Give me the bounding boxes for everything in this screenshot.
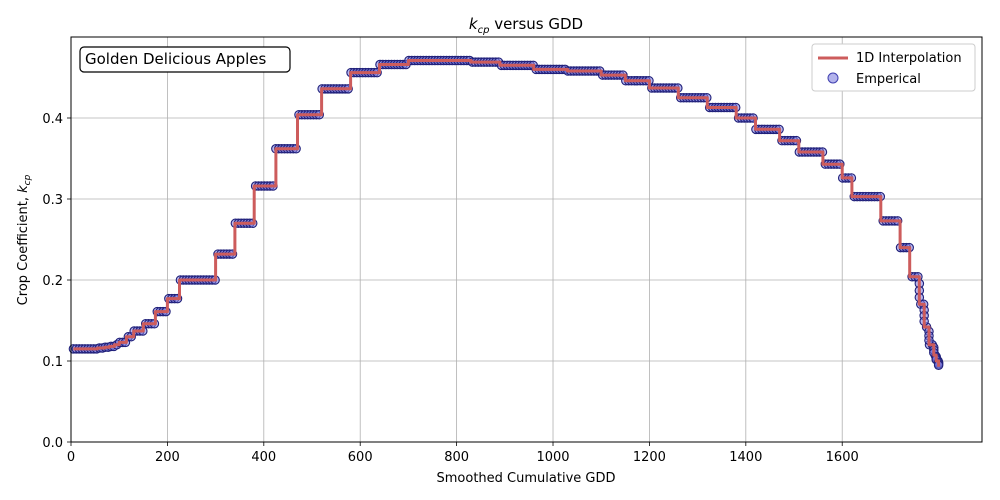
x-tick-label: 1000 (536, 450, 569, 465)
interpolation-line-series (73, 59, 941, 367)
x-tick-label: 800 (444, 450, 469, 465)
legend-label-interpolation: 1D Interpolation (856, 51, 962, 66)
x-tick-label: 400 (251, 450, 276, 465)
annotation-box: Golden Delicious Apples (79, 46, 291, 73)
legend-marker-swatch (827, 72, 839, 84)
legend: 1D Interpolation Emperical (811, 43, 976, 92)
y-tick-label: 0.4 (42, 112, 63, 127)
y-tick-label: 0.3 (42, 193, 63, 208)
y-tick-label: 0.1 (42, 355, 63, 370)
empirical-scatter-series (68, 55, 944, 371)
grid-lines (70, 37, 982, 443)
x-tick-label: 1400 (729, 450, 762, 465)
chart-title: kcp versus GDD (469, 15, 583, 36)
x-tick-label: 1200 (633, 450, 666, 465)
y-tick-label: 0.2 (42, 274, 63, 289)
x-tick-label: 600 (348, 450, 373, 465)
interpolation-line (73, 59, 941, 367)
x-axis-ticks: 0 200 400 600 800 1000 1200 1400 1600 (67, 442, 859, 465)
annotation-text: Golden Delicious Apples (85, 50, 266, 68)
x-tick-label: 200 (155, 450, 180, 465)
x-tick-label: 0 (67, 450, 75, 465)
y-axis-label: Crop Coefficient, kcp (16, 174, 33, 305)
x-axis-label: Smoothed Cumulative GDD (437, 471, 616, 486)
y-axis-ticks: 0.0 0.1 0.2 0.3 0.4 (42, 112, 71, 451)
x-tick-label: 1600 (826, 450, 859, 465)
plot-area-frame (70, 36, 983, 443)
y-tick-label: 0.0 (42, 436, 63, 451)
legend-label-empirical: Emperical (856, 72, 921, 87)
